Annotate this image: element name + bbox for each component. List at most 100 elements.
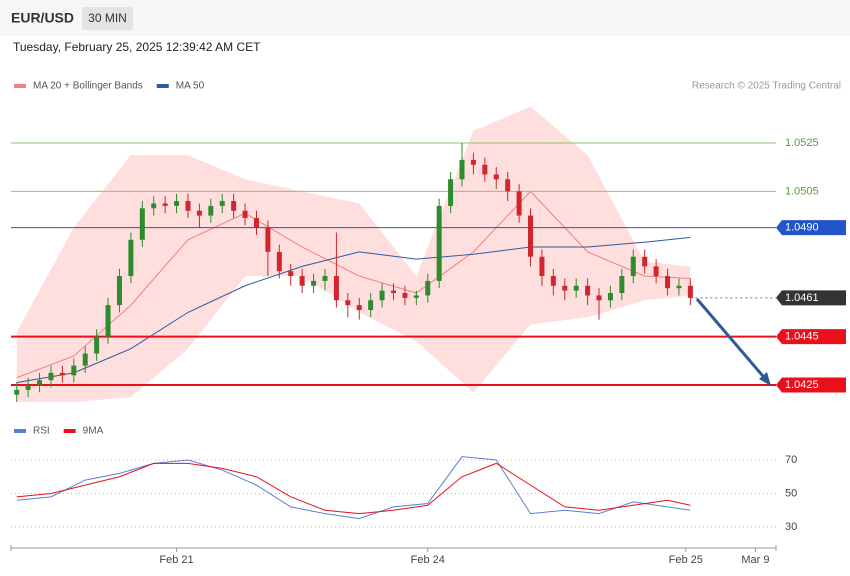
candle-body <box>116 276 122 306</box>
candle-body <box>459 159 465 180</box>
level-label: 1.0490 <box>785 222 819 234</box>
candle-body <box>562 285 568 291</box>
indicator-line <box>16 462 691 515</box>
candle-body <box>265 227 271 252</box>
candle-body <box>379 290 385 301</box>
candle-body <box>82 353 88 366</box>
price-plot <box>11 106 776 402</box>
level-label: 1.0425 <box>785 379 819 391</box>
candle-body <box>14 389 20 395</box>
candle-body <box>276 251 282 272</box>
candle-body <box>368 300 374 310</box>
symbol: EUR/USD <box>11 10 74 26</box>
candle-body <box>139 208 145 240</box>
level-box <box>776 290 846 306</box>
candle-body <box>573 285 579 291</box>
level-label: 1.0461 <box>785 292 819 304</box>
candle-body <box>505 179 511 192</box>
candle-body <box>219 201 225 206</box>
timestamp: Tuesday, February 25, 2025 12:39:42 AM C… <box>13 40 261 54</box>
candle-body <box>196 210 202 216</box>
candle-body <box>311 280 317 286</box>
x-tick-label: Mar 9 <box>741 554 769 566</box>
x-tick-label: Feb 25 <box>669 554 703 566</box>
candle-body <box>242 210 248 218</box>
bollinger-band <box>16 106 691 402</box>
candle-body <box>59 372 65 376</box>
candle-body <box>345 300 351 306</box>
candle-body <box>653 266 659 277</box>
candle-body <box>356 305 362 310</box>
candle-body <box>162 203 168 206</box>
y-tick-label: 50 <box>785 487 797 499</box>
forecast-arrow <box>695 298 770 383</box>
candle-body <box>37 380 43 385</box>
legend-swatch <box>156 84 169 88</box>
level-box <box>776 220 846 236</box>
candle-body <box>105 305 111 337</box>
candle-body <box>528 215 534 257</box>
candle-body <box>231 201 237 211</box>
candle-body <box>288 271 294 277</box>
candle-body <box>539 256 545 277</box>
candle-body <box>665 276 671 289</box>
legend-swatch <box>14 429 26 433</box>
ma-line <box>16 236 691 384</box>
candle-body <box>448 179 454 206</box>
candle-body <box>413 295 419 298</box>
candle-body <box>550 276 556 286</box>
credit: Research © 2025 Trading Central <box>692 81 841 92</box>
candle-body <box>482 164 488 175</box>
candle-body <box>391 290 396 294</box>
candle-body <box>174 201 180 206</box>
header-bar <box>0 0 850 36</box>
candle-body <box>619 276 625 294</box>
interval-box <box>82 7 133 30</box>
candle-body <box>676 285 682 289</box>
arrow-head <box>759 372 771 386</box>
candle-body <box>516 191 522 216</box>
level-box <box>776 329 846 345</box>
candle-body <box>596 295 602 301</box>
x-tick-label: Feb 24 <box>411 554 445 566</box>
legend-label: RSI <box>33 426 50 437</box>
x-tick-label: Feb 21 <box>159 554 193 566</box>
candle-body <box>48 372 54 381</box>
level-label: 1.0525 <box>785 137 819 149</box>
y-tick-label: 30 <box>785 521 797 533</box>
candle-body <box>185 201 191 211</box>
candle-body <box>585 285 591 296</box>
candle-body <box>151 203 157 209</box>
candle-body <box>25 384 31 390</box>
interval: 30 MIN <box>88 11 127 25</box>
legend-label: MA 20 + Bollinger Bands <box>33 81 143 92</box>
legend-swatch <box>14 84 26 88</box>
legend-label: MA 50 <box>176 81 205 92</box>
candle-body <box>208 205 214 216</box>
indicator-line <box>16 456 691 520</box>
ma-line <box>16 190 691 379</box>
candle-body <box>322 276 328 281</box>
legend-label: 9MA <box>83 426 104 437</box>
candle-body <box>128 239 134 277</box>
y-tick-label: 70 <box>785 454 797 466</box>
candle-body <box>493 174 499 180</box>
candle-body <box>630 256 636 277</box>
candle-body <box>687 285 693 298</box>
candle-body <box>470 159 476 165</box>
candle-body <box>71 365 77 376</box>
candle-body <box>425 280 431 296</box>
candle-body <box>94 336 100 354</box>
candle-body <box>333 276 339 301</box>
level-label: 1.0505 <box>785 185 819 197</box>
overlay: MA 20 + Bollinger Bands MA 50 1.0525 1.0505… <box>10 81 846 566</box>
candle-body <box>402 293 408 298</box>
level-box <box>776 377 846 393</box>
legend-swatch <box>63 429 76 433</box>
candle-body <box>253 217 259 228</box>
level-label: 1.0445 <box>785 330 819 342</box>
candle-body <box>299 276 305 286</box>
candle-body <box>642 256 648 267</box>
candle-body <box>436 205 442 281</box>
